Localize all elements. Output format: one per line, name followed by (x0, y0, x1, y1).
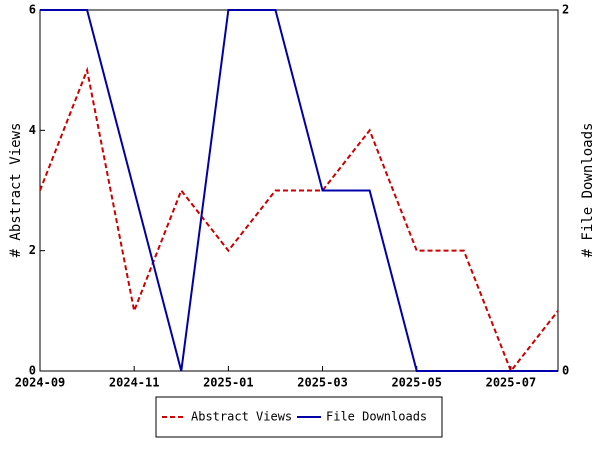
y-axis-label: # Abstract Views (8, 123, 24, 258)
series-line (40, 9, 558, 372)
x-tick-label: 2025-03 (297, 376, 348, 390)
x-tick-label: 2025-07 (486, 376, 537, 390)
x-tick-label: 2024-09 (15, 376, 66, 390)
y2-tick-label: 0 (562, 364, 569, 378)
x-tick-label: 2024-11 (109, 376, 160, 390)
y2-tick-label: 2 (562, 3, 569, 17)
series-line (39, 66, 559, 373)
x-tick-label: 2025-05 (391, 376, 442, 390)
y2-axis-label: # File Downloads (580, 123, 596, 258)
legend (155, 396, 443, 438)
y-tick-label: 2 (29, 243, 36, 257)
y-tick-label: 4 (29, 123, 36, 137)
x-tick-label: 2025-01 (203, 376, 254, 390)
y-tick-label: 0 (29, 364, 36, 378)
legend-label: File Downloads (326, 410, 427, 424)
y-tick-label: 6 (29, 3, 36, 17)
legend-label: Abstract Views (191, 410, 292, 424)
